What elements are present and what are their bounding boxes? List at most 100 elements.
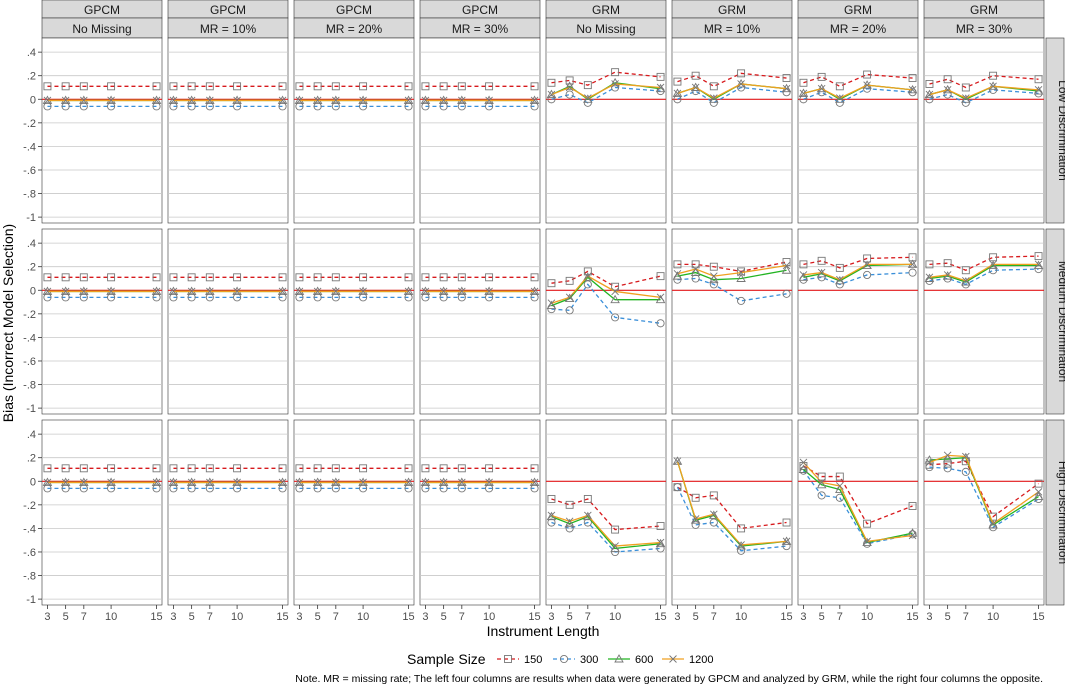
series-line <box>803 271 913 286</box>
data-point <box>439 464 448 473</box>
panel <box>167 419 289 606</box>
data-point <box>1034 479 1043 488</box>
data-point <box>547 78 556 87</box>
x-tick-label: 10 <box>987 611 999 623</box>
series-line <box>677 261 787 273</box>
data-point <box>457 287 466 296</box>
data-point <box>421 293 430 302</box>
data-point <box>863 260 871 269</box>
data-point <box>43 96 52 105</box>
data-point <box>331 287 340 296</box>
data-point <box>547 299 556 308</box>
data-point <box>961 467 970 476</box>
data-point <box>583 272 592 280</box>
data-point <box>817 72 826 81</box>
y-tick-label: -1 <box>26 212 36 224</box>
column-missing-label: No Missing <box>72 22 131 36</box>
data-point <box>656 293 665 302</box>
data-point <box>278 273 287 282</box>
x-tick-label: 5 <box>819 611 825 623</box>
x-tick-label: 7 <box>207 611 213 623</box>
column-model-label: GRM <box>844 3 872 17</box>
x-tick-label: 10 <box>105 611 117 623</box>
data-point <box>583 511 592 520</box>
data-point <box>737 546 746 555</box>
data-point <box>152 464 161 473</box>
data-point <box>152 82 161 91</box>
data-point <box>943 259 952 268</box>
data-point <box>1033 260 1044 269</box>
data-point <box>43 478 52 487</box>
data-point <box>709 510 718 519</box>
data-point <box>817 268 826 277</box>
data-point <box>187 273 196 282</box>
y-tick-label: -.4 <box>23 332 36 344</box>
series-line <box>551 86 661 104</box>
data-point <box>404 478 413 487</box>
data-point <box>559 654 569 664</box>
data-point <box>565 276 574 285</box>
data-point <box>565 524 574 533</box>
data-point <box>359 464 368 473</box>
data-point <box>278 287 287 296</box>
column-strip: GPCM No Missing <box>41 0 163 39</box>
data-point <box>1034 75 1043 84</box>
x-tick-label: 7 <box>459 611 465 623</box>
data-point <box>737 69 746 78</box>
data-point <box>673 457 682 466</box>
y-tick-label: -.6 <box>23 356 36 368</box>
data-point <box>421 96 430 105</box>
data-point <box>1034 260 1043 269</box>
data-point <box>439 102 448 111</box>
series-line <box>929 268 1039 286</box>
y-axis-label: Bias (Incorrect Model Selection) <box>0 224 16 422</box>
data-point <box>152 478 161 487</box>
data-point <box>925 95 934 104</box>
data-point <box>421 464 430 473</box>
data-point <box>817 84 826 93</box>
data-point <box>169 287 178 296</box>
x-tick-label: 15 <box>276 611 288 623</box>
data-point <box>205 464 214 473</box>
legend-item: 1200 <box>662 654 713 666</box>
x-tick-label: 3 <box>926 611 932 623</box>
data-point <box>278 293 287 302</box>
y-tick-label: 0 <box>30 476 36 488</box>
data-point <box>673 89 682 98</box>
data-point <box>656 522 665 531</box>
data-point <box>404 96 413 105</box>
data-point <box>107 464 116 473</box>
data-point <box>835 82 844 91</box>
data-point <box>611 68 620 77</box>
data-point <box>816 83 827 93</box>
data-point <box>737 524 746 533</box>
data-point <box>908 260 917 269</box>
data-point <box>989 82 997 91</box>
data-point <box>233 464 242 473</box>
y-tick-label: .2 <box>27 262 36 274</box>
data-point <box>331 96 340 105</box>
column-model-label: GRM <box>970 3 998 17</box>
data-point <box>79 293 88 302</box>
y-tick-label: -.8 <box>23 189 36 201</box>
data-point <box>547 279 556 288</box>
x-tick-label: 3 <box>674 611 680 623</box>
data-point <box>404 102 413 111</box>
data-point <box>187 293 196 302</box>
row-strip: Medium Discrimination <box>1045 228 1065 415</box>
data-point <box>457 478 466 487</box>
column-model-label: GRM <box>718 3 746 17</box>
series-line <box>802 470 913 545</box>
data-point <box>205 102 214 111</box>
data-point <box>799 95 808 104</box>
legend-label: 150 <box>524 654 542 666</box>
column-missing-label: MR = 10% <box>200 22 257 36</box>
data-point <box>988 519 998 529</box>
data-point <box>107 82 116 91</box>
data-point <box>672 456 683 465</box>
data-point <box>673 260 682 269</box>
x-tick-label: 15 <box>780 611 792 623</box>
data-point <box>656 83 665 92</box>
data-point <box>961 452 970 461</box>
data-point <box>817 256 826 265</box>
